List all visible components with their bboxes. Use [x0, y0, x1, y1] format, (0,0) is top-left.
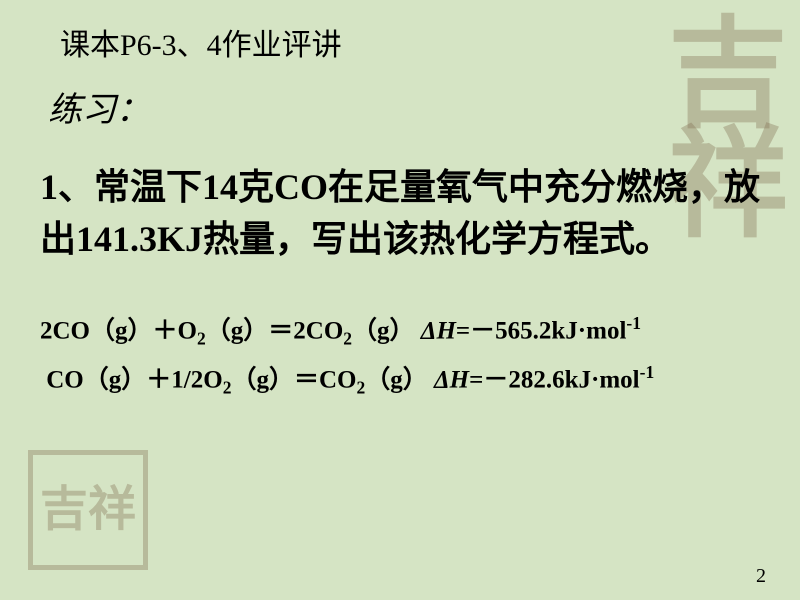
- eq2-dh-label: ΔH: [434, 366, 469, 393]
- eq2-dh-value: －282.6kJ·mol: [483, 366, 639, 393]
- eq2-state3: （g）: [365, 366, 428, 393]
- eq2-dh-eq: =: [469, 366, 483, 393]
- eq1-sub3: 2: [343, 329, 352, 349]
- eq2-species2: O: [203, 366, 222, 393]
- equation-2: CO（g）＋1/2O2（g）＝CO2（g） ΔH=－282.6kJ·mol-1: [40, 356, 760, 405]
- eq2-state1: （g）: [84, 366, 147, 393]
- eq2-coef2: 1/2: [171, 366, 203, 393]
- eq1-coef1: 2: [40, 318, 53, 345]
- eq1-state2: （g）: [206, 318, 269, 345]
- practice-label: 练习：: [48, 82, 760, 131]
- eq1-dh-value: －565.2kJ·mol: [470, 318, 626, 345]
- equation-1: 2CO（g）＋O2（g）＝2CO2（g） ΔH=－565.2kJ·mol-1: [40, 307, 760, 356]
- eq1-species2: O: [178, 318, 197, 345]
- eq2-dh-sup: -1: [640, 362, 655, 382]
- question-text: 1、常温下14克CO在足量氧气中充分燃烧，放出141.3KJ热量，写出该热化学方…: [40, 161, 760, 265]
- slide-content: 课本P6-3、4作业评讲 练习： 1、常温下14克CO在足量氧气中充分燃烧，放出…: [0, 0, 800, 425]
- eq1-state1: （g）: [90, 318, 153, 345]
- eq1-state3: （g）: [352, 318, 415, 345]
- eq2-sub3: 2: [356, 377, 365, 397]
- eq1-species3: CO: [306, 318, 344, 345]
- eq1-eqsign: ＝: [268, 318, 293, 345]
- eq1-species1: CO: [53, 318, 91, 345]
- eq2-state2: （g）: [231, 366, 294, 393]
- equations-block: 2CO（g）＋O2（g）＝2CO2（g） ΔH=－565.2kJ·mol-1 C…: [40, 307, 760, 404]
- eq1-dh-sup: -1: [626, 313, 641, 333]
- eq1-plus: ＋: [153, 318, 178, 345]
- watermark-bottom-seal: 吉祥: [28, 450, 148, 570]
- slide-header: 课本P6-3、4作业评讲: [60, 20, 760, 64]
- eq2-plus: ＋: [146, 366, 171, 393]
- eq1-dh-eq: =: [456, 318, 470, 345]
- eq2-species3: CO: [319, 366, 357, 393]
- eq1-rhscoef: 2: [293, 318, 306, 345]
- eq2-species1: CO: [46, 366, 84, 393]
- eq1-sub2: 2: [197, 329, 206, 349]
- eq2-eqsign: ＝: [294, 366, 319, 393]
- eq1-dh-label: ΔH: [421, 318, 456, 345]
- page-number: 2: [756, 565, 766, 588]
